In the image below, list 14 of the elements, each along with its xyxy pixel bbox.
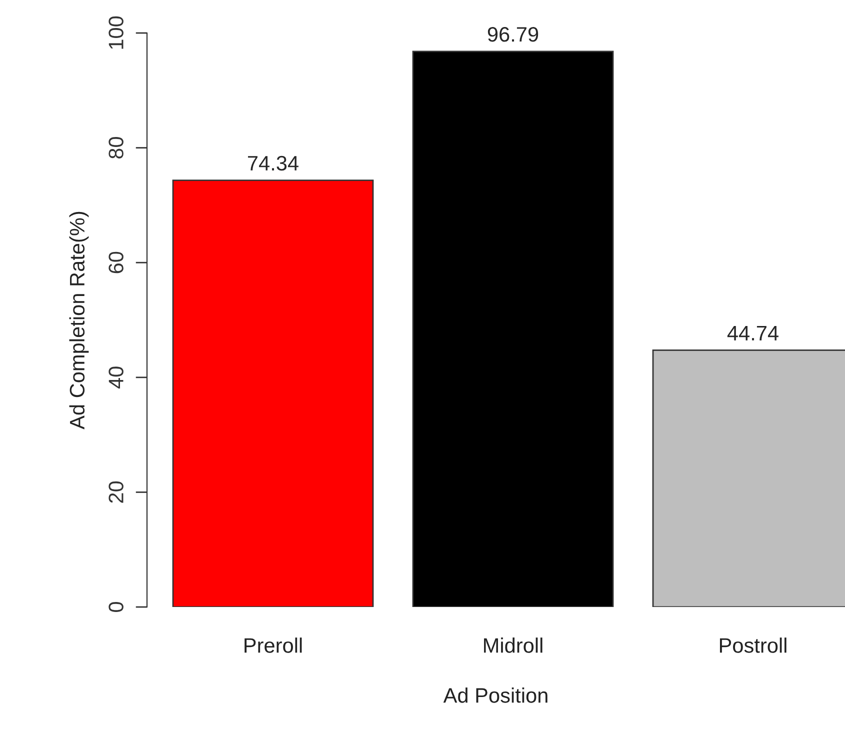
y-tick-label: 60 bbox=[108, 252, 124, 274]
data-label: 44.74 bbox=[727, 326, 778, 340]
data-label: 74.34 bbox=[248, 156, 298, 171]
y-tick-label: 40 bbox=[108, 366, 124, 389]
y-tick-label: 20 bbox=[108, 481, 124, 503]
y-tick-label: 80 bbox=[108, 137, 124, 158]
x-axis-title: Ad Position bbox=[443, 688, 548, 703]
x-tick-label: Midroll bbox=[484, 638, 542, 653]
y-axis-title: Ad Completion Rate(%) bbox=[69, 212, 89, 430]
x-tick-label: Preroll bbox=[244, 638, 302, 653]
y-tick-label: 100 bbox=[108, 16, 124, 49]
y-tick-label: 0 bbox=[108, 602, 124, 612]
data-label: 96.79 bbox=[488, 27, 538, 42]
x-tick-label: Postroll bbox=[720, 638, 786, 653]
